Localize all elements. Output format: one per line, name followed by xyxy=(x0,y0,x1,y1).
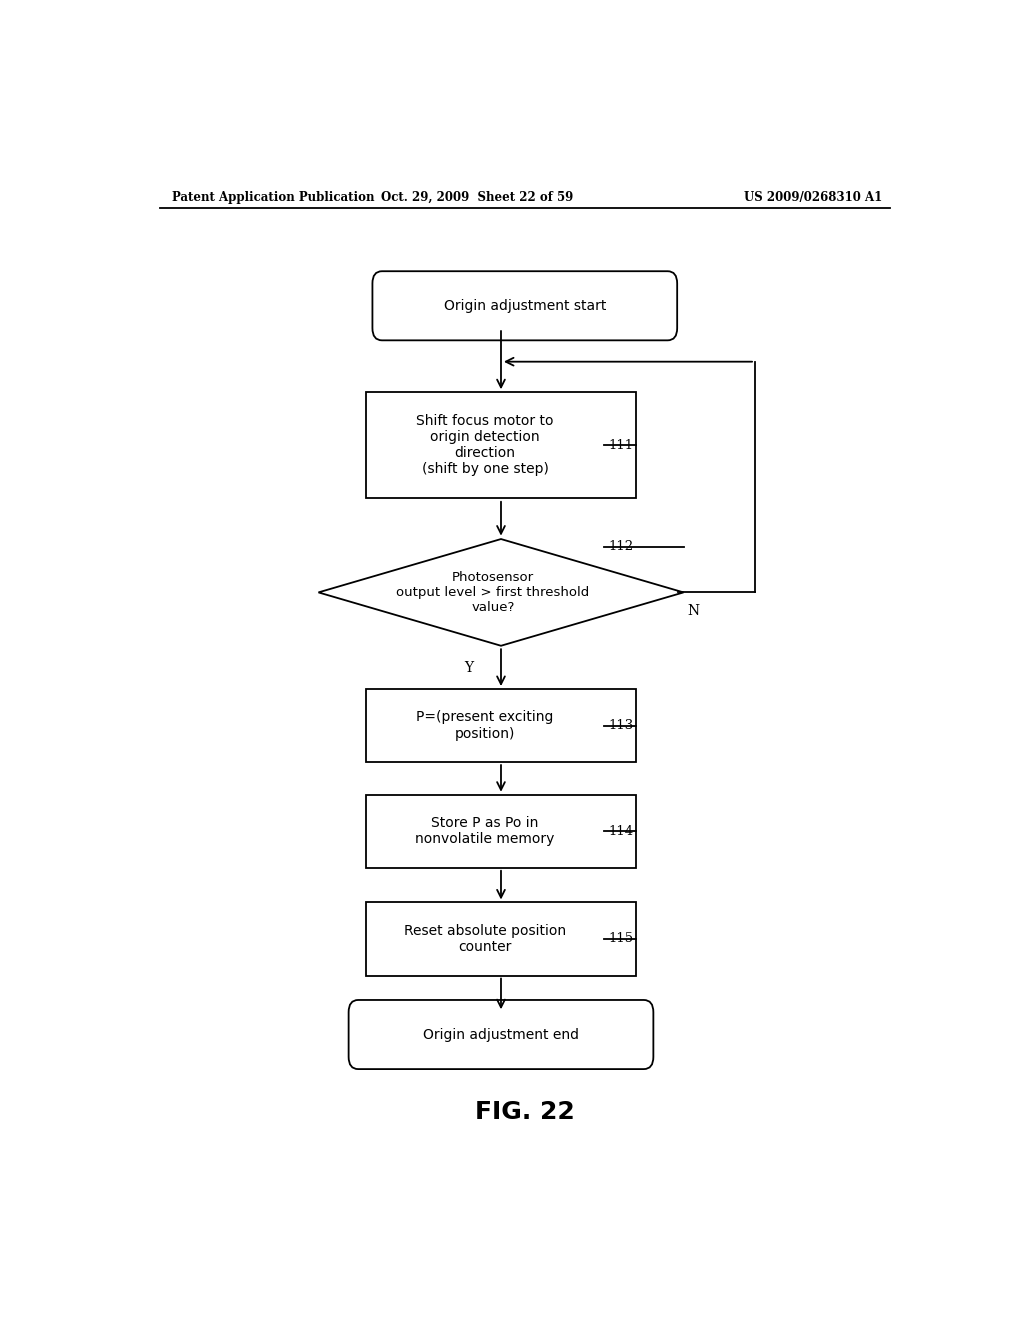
Text: Shift focus motor to
origin detection
direction
(shift by one step): Shift focus motor to origin detection di… xyxy=(417,413,554,477)
Bar xyxy=(366,795,636,867)
FancyBboxPatch shape xyxy=(348,1001,653,1069)
Polygon shape xyxy=(318,539,684,645)
Text: P=(present exciting
position): P=(present exciting position) xyxy=(417,710,554,741)
Text: Origin adjustment end: Origin adjustment end xyxy=(423,1027,579,1041)
Text: Photosensor
output level > first threshold
value?: Photosensor output level > first thresho… xyxy=(396,572,590,614)
Bar xyxy=(366,689,636,762)
FancyBboxPatch shape xyxy=(373,271,677,341)
Text: 114: 114 xyxy=(608,825,633,838)
Text: 113: 113 xyxy=(608,719,634,733)
Text: Store P as Po in
nonvolatile memory: Store P as Po in nonvolatile memory xyxy=(416,816,555,846)
Text: Reset absolute position
counter: Reset absolute position counter xyxy=(404,924,566,954)
Text: Origin adjustment start: Origin adjustment start xyxy=(443,298,606,313)
Text: US 2009/0268310 A1: US 2009/0268310 A1 xyxy=(743,190,882,203)
Text: 111: 111 xyxy=(608,438,633,451)
Text: 112: 112 xyxy=(608,540,633,553)
Bar xyxy=(366,903,636,975)
Text: Y: Y xyxy=(465,660,474,675)
Text: 115: 115 xyxy=(608,932,633,945)
Bar xyxy=(366,392,636,499)
Text: N: N xyxy=(687,603,699,618)
Text: Oct. 29, 2009  Sheet 22 of 59: Oct. 29, 2009 Sheet 22 of 59 xyxy=(381,190,573,203)
Text: Patent Application Publication: Patent Application Publication xyxy=(172,190,374,203)
Text: FIG. 22: FIG. 22 xyxy=(475,1100,574,1123)
